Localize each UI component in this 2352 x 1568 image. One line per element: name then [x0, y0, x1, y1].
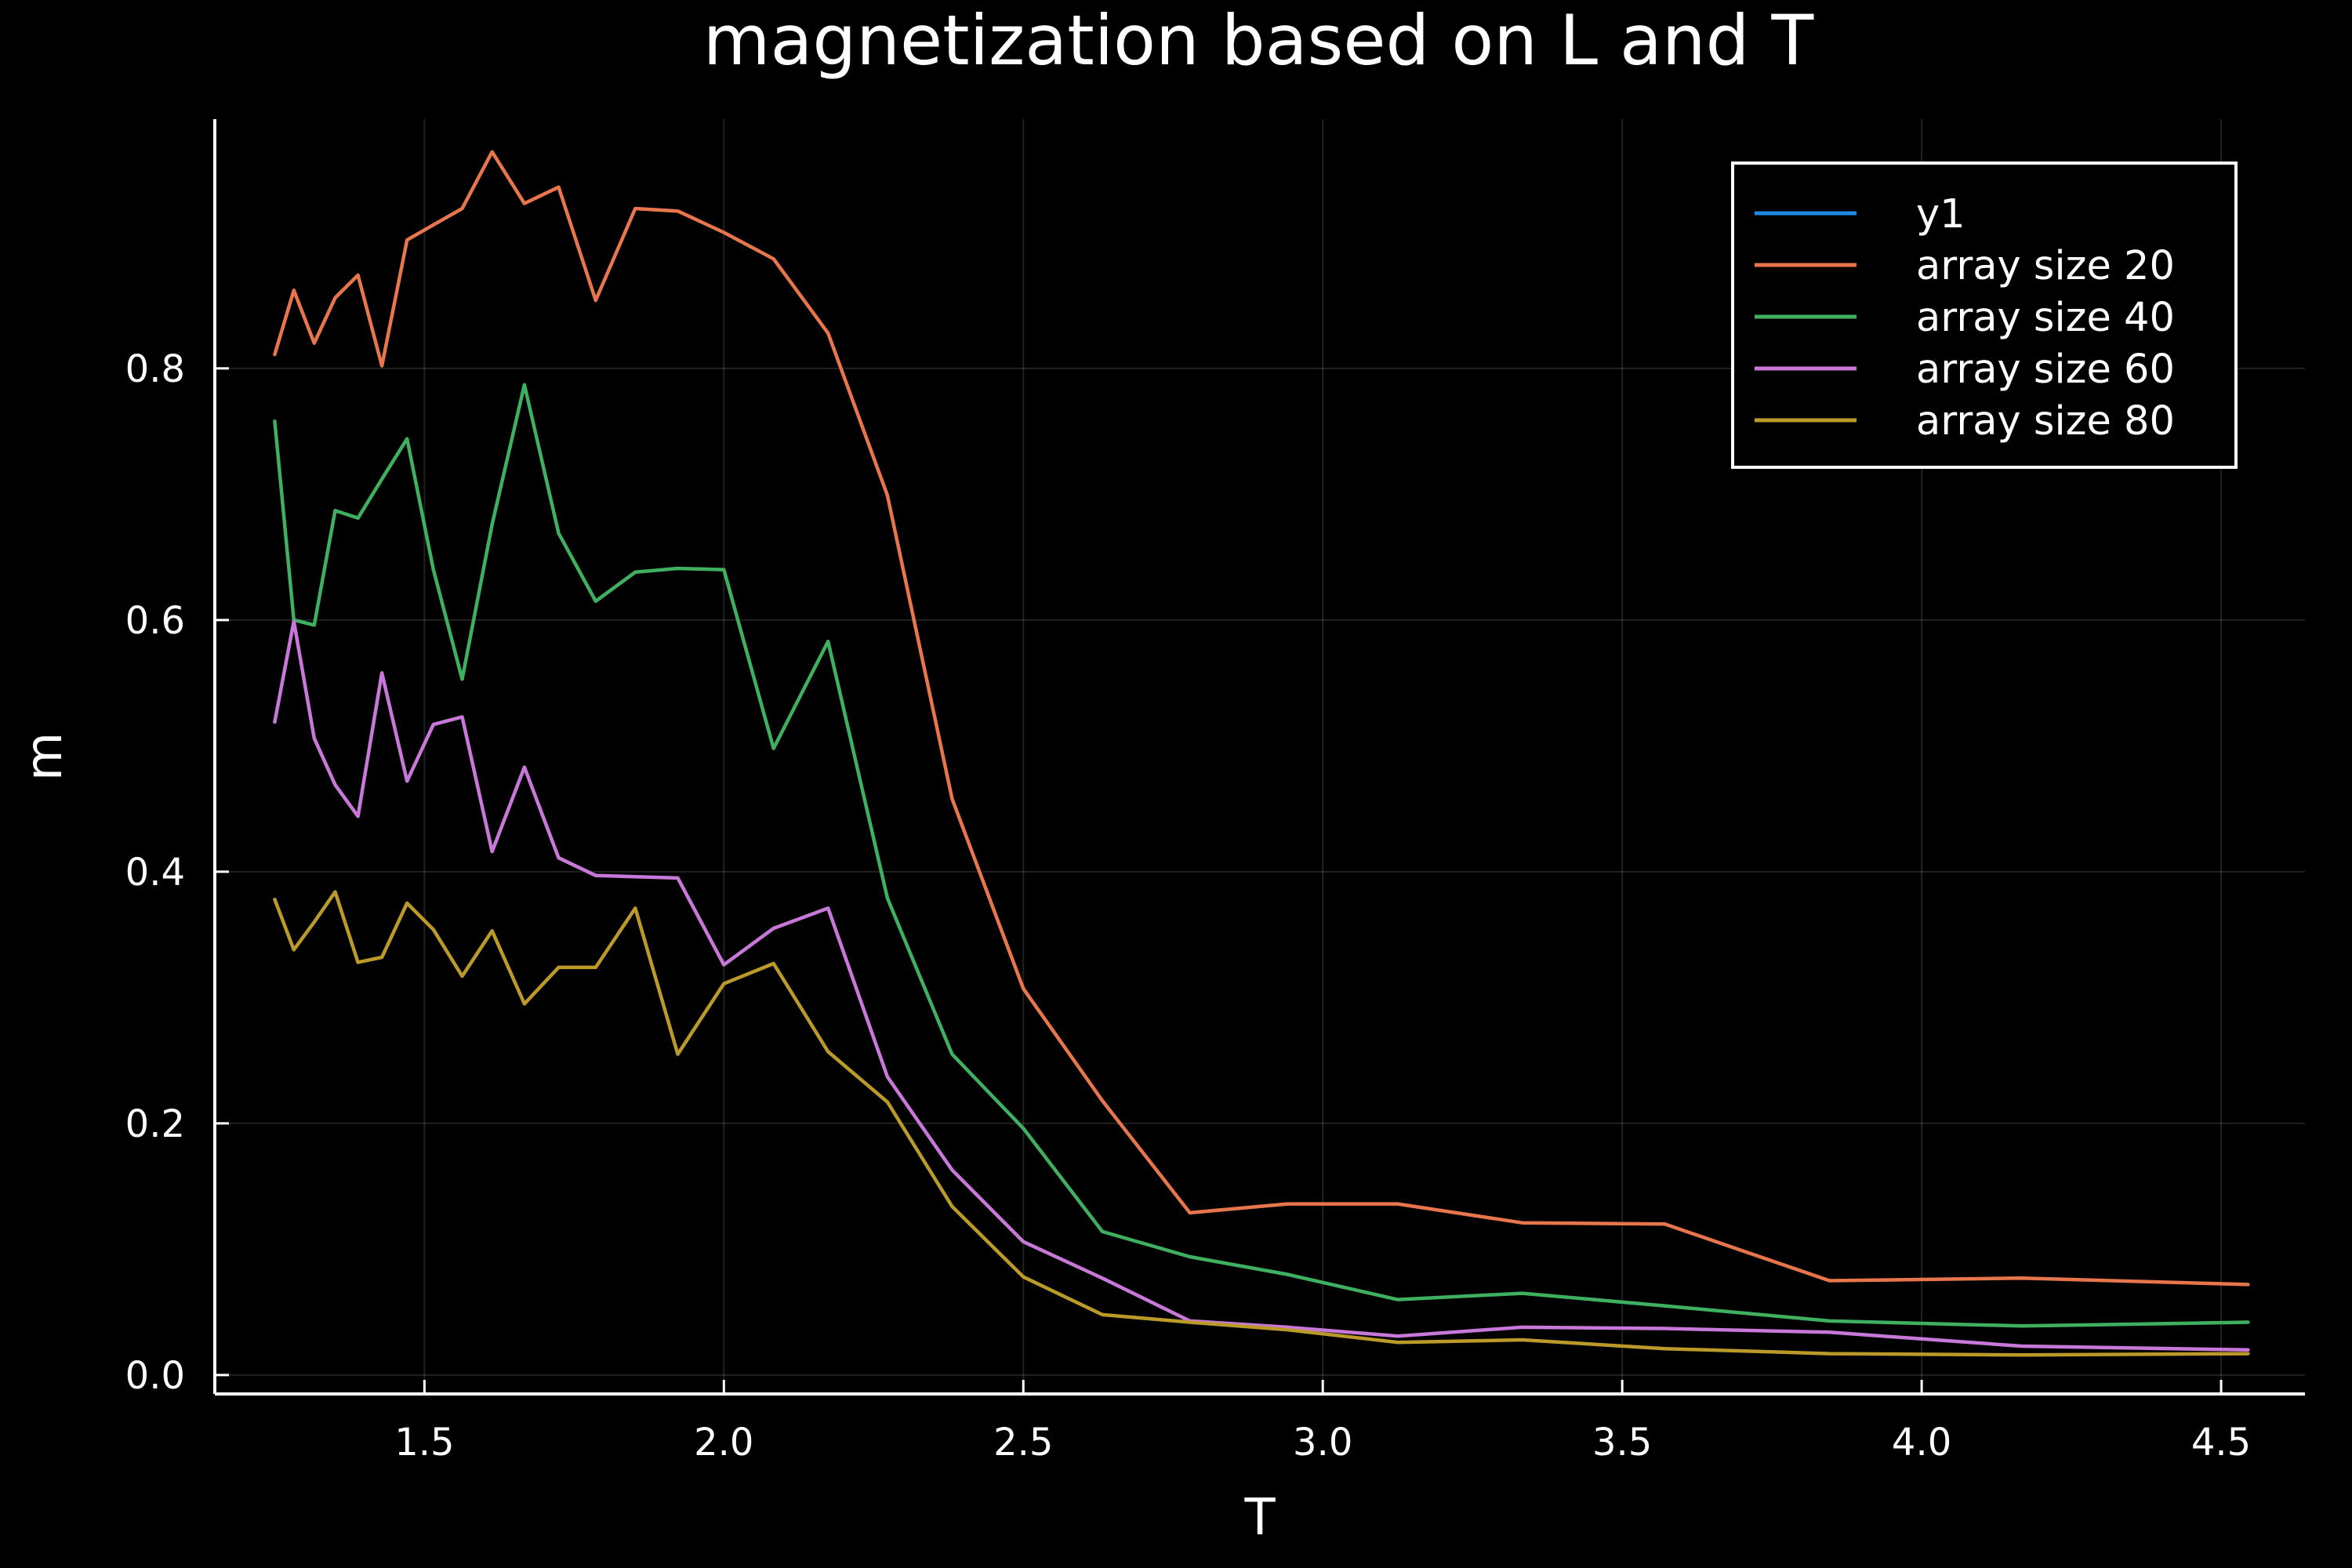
x-axis-label: T: [1243, 1489, 1276, 1547]
x-tick-label: 2.5: [993, 1421, 1053, 1465]
legend: y1 array size 20 array size 40 array size 6…: [1731, 162, 2238, 469]
series-line: [273, 383, 2250, 1328]
x-tick-label: 4.5: [2191, 1421, 2251, 1465]
axes: [213, 119, 2305, 1396]
y-tick-label: 0.0: [125, 1354, 185, 1398]
y-tick-label: 0.6: [125, 599, 185, 643]
legend-label: array size 40: [1916, 295, 2175, 341]
series-line: [273, 150, 2250, 1287]
grid-lines: [215, 119, 2305, 1394]
chart-title: magnetization based on L and T: [703, 0, 1815, 81]
x-tick-label: 3.0: [1293, 1421, 1352, 1465]
legend-label: array size 80: [1916, 398, 2175, 445]
legend-label: array size 60: [1916, 347, 2175, 393]
series-line: [273, 619, 2250, 1352]
x-tick-label: 3.5: [1592, 1421, 1652, 1465]
legend-label: array size 20: [1916, 243, 2175, 289]
x-tick-label: 2.0: [694, 1421, 753, 1465]
series-line: [273, 890, 2250, 1357]
legend-label: y1: [1916, 191, 1965, 238]
x-tick-label: 1.5: [394, 1421, 454, 1465]
y-tick-label: 0.4: [125, 851, 185, 895]
y-tick-label: 0.2: [125, 1102, 185, 1146]
tick-labels: 1.5 2.0 2.5 3.0 3.5 4.0 4.5 0.0 0.2 0.4 0.6 0.8: [125, 347, 2252, 1465]
series-lines: [273, 150, 2250, 1357]
y-axis-label: m: [16, 732, 74, 781]
y-tick-label: 0.8: [125, 347, 185, 391]
x-tick-label: 4.0: [1892, 1421, 1951, 1465]
